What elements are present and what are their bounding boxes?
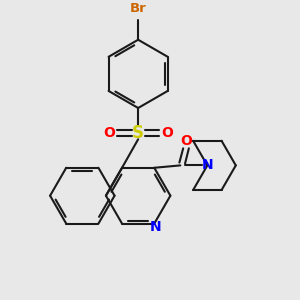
Text: O: O (181, 134, 192, 148)
Text: N: N (150, 220, 161, 234)
Text: O: O (103, 126, 115, 140)
Text: Br: Br (130, 2, 146, 15)
Text: S: S (132, 124, 144, 142)
Text: N: N (202, 158, 213, 172)
Text: O: O (162, 126, 173, 140)
